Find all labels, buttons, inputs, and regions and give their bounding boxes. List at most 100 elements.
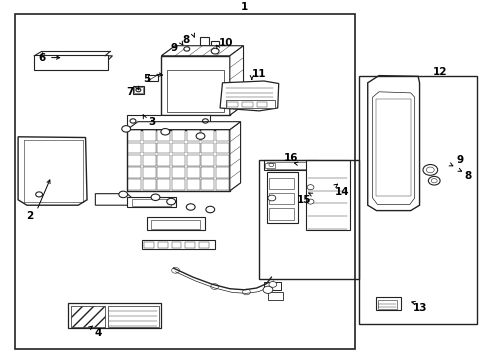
Bar <box>305 160 349 230</box>
Bar <box>186 179 199 190</box>
Circle shape <box>427 176 439 185</box>
Bar <box>201 143 214 153</box>
Circle shape <box>306 199 313 204</box>
Bar <box>158 242 167 248</box>
Bar <box>375 297 400 310</box>
Bar <box>128 167 141 178</box>
Bar <box>264 163 274 168</box>
Bar <box>172 155 184 166</box>
Polygon shape <box>181 47 193 51</box>
Text: 4: 4 <box>94 328 102 338</box>
Circle shape <box>166 198 175 205</box>
Bar <box>127 197 176 207</box>
Bar <box>259 160 359 279</box>
Polygon shape <box>367 76 419 211</box>
Circle shape <box>122 126 130 132</box>
Bar <box>377 300 396 309</box>
Circle shape <box>205 206 214 213</box>
Bar <box>225 100 274 108</box>
Bar <box>157 143 170 153</box>
Polygon shape <box>127 122 240 130</box>
Circle shape <box>267 195 275 201</box>
Polygon shape <box>34 56 112 63</box>
Bar <box>186 143 199 153</box>
Bar <box>37 56 105 68</box>
Circle shape <box>430 179 436 183</box>
Text: 12: 12 <box>432 67 447 77</box>
Polygon shape <box>372 92 414 204</box>
Bar <box>266 172 298 223</box>
Bar <box>128 143 141 153</box>
Bar <box>127 115 210 127</box>
Bar <box>200 37 209 48</box>
Bar <box>256 102 267 107</box>
Bar <box>132 199 171 206</box>
Text: 14: 14 <box>334 186 349 197</box>
Bar <box>268 208 294 220</box>
Bar <box>227 102 238 107</box>
Bar <box>216 179 228 190</box>
Circle shape <box>186 204 195 210</box>
Circle shape <box>161 129 169 135</box>
Bar <box>199 242 208 248</box>
Bar <box>186 130 199 141</box>
Polygon shape <box>229 122 240 191</box>
Bar <box>142 240 215 249</box>
Text: 8: 8 <box>182 35 189 45</box>
Text: 6: 6 <box>38 53 45 63</box>
Polygon shape <box>220 81 278 111</box>
Bar <box>186 155 199 166</box>
Bar <box>201 155 214 166</box>
Bar <box>142 130 155 141</box>
Circle shape <box>136 88 141 92</box>
Bar <box>128 155 141 166</box>
Circle shape <box>426 167 433 173</box>
Bar <box>157 155 170 166</box>
Bar <box>201 179 214 190</box>
Bar <box>185 242 195 248</box>
Text: 16: 16 <box>283 153 298 163</box>
Circle shape <box>263 286 272 293</box>
Text: 7: 7 <box>125 87 133 97</box>
Circle shape <box>268 282 276 287</box>
Bar <box>34 55 107 70</box>
Bar <box>264 282 281 290</box>
Text: 2: 2 <box>26 211 33 221</box>
Bar <box>216 143 228 153</box>
Bar <box>172 130 184 141</box>
Bar <box>157 167 170 178</box>
Bar <box>171 242 181 248</box>
Bar <box>142 143 155 153</box>
Bar <box>142 155 155 166</box>
Polygon shape <box>161 46 243 56</box>
Bar <box>264 160 317 170</box>
Circle shape <box>119 191 127 198</box>
Bar <box>216 130 228 141</box>
Text: 15: 15 <box>296 195 311 205</box>
Bar <box>167 70 224 112</box>
Bar <box>133 86 143 94</box>
Bar <box>268 193 294 204</box>
Bar <box>134 87 142 93</box>
Bar <box>375 99 410 196</box>
Bar <box>127 130 229 191</box>
Bar <box>216 167 228 178</box>
Bar <box>267 292 282 300</box>
Text: 10: 10 <box>218 38 233 48</box>
Bar <box>107 306 159 327</box>
Bar <box>157 179 170 190</box>
Text: 3: 3 <box>148 117 155 127</box>
Bar <box>144 242 154 248</box>
Bar <box>242 102 252 107</box>
Bar <box>128 130 141 141</box>
Bar <box>15 14 354 349</box>
Polygon shape <box>95 194 132 205</box>
Bar <box>68 303 161 328</box>
Text: 5: 5 <box>143 74 150 84</box>
Bar <box>186 167 199 178</box>
Polygon shape <box>18 137 87 205</box>
Text: 8: 8 <box>464 171 471 181</box>
Bar <box>142 179 155 190</box>
Bar <box>268 178 294 189</box>
Text: 9: 9 <box>455 155 462 165</box>
